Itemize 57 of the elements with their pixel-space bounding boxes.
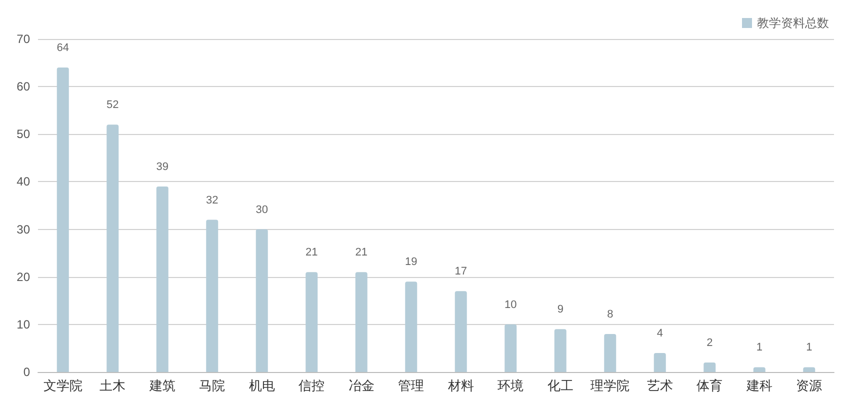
data-label: 4 [656, 327, 663, 340]
data-label: 19 [405, 256, 418, 268]
x-tick-label: 马院 [199, 379, 226, 394]
data-label: 10 [504, 298, 517, 311]
bar [554, 329, 566, 372]
y-tick-label: 70 [16, 32, 30, 46]
x-tick-label: 管理 [398, 379, 424, 394]
data-label: 30 [256, 204, 268, 216]
bar [355, 272, 368, 372]
bar [156, 186, 168, 372]
y-tick-label: 30 [16, 222, 30, 236]
bar [206, 220, 218, 372]
y-tick-label: 20 [16, 270, 30, 284]
x-tick-label: 建筑 [148, 379, 176, 394]
y-tick-label: 0 [23, 365, 30, 379]
data-label: 21 [355, 246, 368, 259]
bar [803, 367, 816, 372]
data-label: 52 [106, 99, 119, 112]
data-label: 17 [454, 266, 467, 278]
x-tick-label: 艺术 [646, 379, 673, 394]
x-tick-label: 土木 [100, 379, 126, 394]
data-label: 8 [607, 308, 614, 320]
data-label: 1 [806, 342, 812, 354]
x-tick-label: 体育 [696, 378, 723, 394]
x-tick-label: 理学院 [590, 379, 630, 394]
data-label: 32 [206, 194, 218, 206]
data-label: 2 [706, 336, 713, 349]
bar [256, 229, 268, 372]
bar [306, 272, 318, 372]
y-tick-label: 40 [16, 174, 30, 189]
data-label: 9 [557, 304, 564, 316]
x-tick-label: 建科 [745, 379, 772, 394]
x-tick-label: 材料 [446, 379, 474, 394]
data-label: 1 [756, 342, 762, 354]
y-tick-label: 60 [16, 80, 30, 94]
data-label: 21 [306, 246, 318, 259]
data-label: 64 [56, 42, 69, 54]
y-tick-label: 10 [16, 317, 30, 332]
x-tick-label: 机电 [248, 379, 275, 394]
bar [704, 362, 716, 372]
x-tick-label: 环境 [498, 378, 524, 394]
x-tick-label: 资源 [796, 379, 822, 394]
bar [753, 367, 766, 372]
bar [504, 324, 517, 372]
x-tick-label: 化工 [547, 379, 574, 394]
bar [454, 291, 467, 372]
bar [654, 352, 666, 372]
bar [106, 124, 119, 372]
bar [604, 334, 616, 372]
legend-label: 教学资料总数 [757, 16, 829, 30]
x-tick-label: 冶金 [348, 379, 374, 394]
x-tick-label: 信控 [298, 379, 325, 394]
bar [405, 282, 418, 372]
x-tick-label: 文学院 [43, 379, 82, 394]
data-label: 39 [156, 160, 168, 173]
y-tick-label: 50 [16, 127, 30, 142]
bar [56, 68, 69, 372]
